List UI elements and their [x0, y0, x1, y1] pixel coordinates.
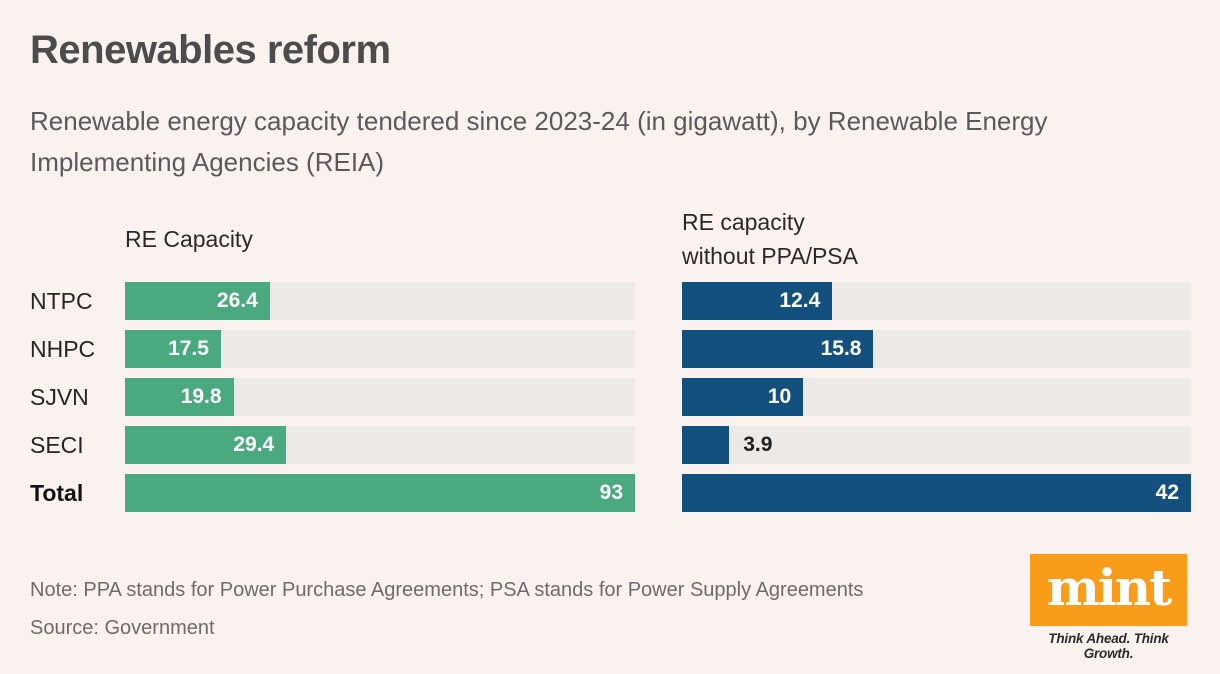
table-row: Total 93 42	[30, 474, 1191, 512]
bar-value-label: 29.4	[233, 433, 275, 456]
brand-tagline: Think Ahead. Think Growth.	[1048, 631, 1169, 661]
page-title: Renewables reform	[30, 28, 391, 72]
mint-logo: mint	[1030, 554, 1187, 626]
bar-track: 19.8	[125, 378, 635, 416]
table-row: SJVN 19.8 10	[30, 378, 1191, 416]
table-row: SECI 29.4 3.9	[30, 426, 1191, 464]
bar-fill: 26.4	[125, 282, 270, 320]
bar-track: 93	[125, 474, 635, 512]
bar-value-label: 12.4	[779, 289, 821, 312]
category-label: Total	[30, 479, 84, 506]
bar-value-label: 26.4	[216, 289, 258, 312]
category-label: NTPC	[30, 287, 93, 314]
bar-value-label: 17.5	[168, 337, 209, 360]
bar-fill	[682, 426, 730, 464]
bar-fill: 17.5	[125, 330, 221, 368]
bar-fill: 12.4	[682, 282, 833, 320]
left-column-header: RE Capacity	[125, 226, 253, 252]
bar-fill: 10	[682, 378, 804, 416]
bar-value-label: 10	[767, 385, 792, 408]
bar-fill: 29.4	[125, 426, 287, 464]
chart-subtitle: Renewable energy capacity tendered since…	[30, 106, 1048, 177]
bar-track: 10	[682, 378, 1191, 416]
bar-value-label: 19.8	[180, 385, 222, 408]
bar-track: 15.8	[682, 330, 1191, 368]
bar-track: 26.4	[125, 282, 635, 320]
bar-track: 29.4	[125, 426, 635, 464]
bar-track: 3.9	[682, 426, 1191, 464]
table-row: NTPC 26.4 12.4	[30, 282, 1191, 320]
category-label: SJVN	[30, 383, 89, 410]
bar-track: 17.5	[125, 330, 635, 368]
bar-fill: 93	[125, 474, 635, 512]
bar-fill: 15.8	[682, 330, 874, 368]
source-attribution: Source: Government	[30, 617, 215, 639]
bar-value-label: 93	[599, 481, 623, 504]
category-label: SECI	[30, 431, 84, 458]
bar-value-label: 42	[1155, 481, 1179, 504]
bar-track: 42	[682, 474, 1191, 512]
bar-track: 12.4	[682, 282, 1191, 320]
table-row: NHPC 17.5 15.8	[30, 330, 1191, 368]
right-column-header: RE capacity without PPA/PSA	[682, 209, 858, 269]
mint-logo-text: mint	[1046, 558, 1172, 617]
bar-fill: 42	[682, 474, 1191, 512]
bar-fill: 19.8	[125, 378, 234, 416]
category-label: NHPC	[30, 335, 96, 362]
chart-rows: NTPC 26.4 12.4 NHPC 17.5 15.8 SJVN 19.8 10 SECI 29…	[30, 282, 1191, 522]
bar-value-label: 3.9	[743, 433, 773, 456]
footnote: Note: PPA stands for Power Purchase Agre…	[30, 579, 864, 601]
bar-value-label: 15.8	[820, 337, 862, 360]
